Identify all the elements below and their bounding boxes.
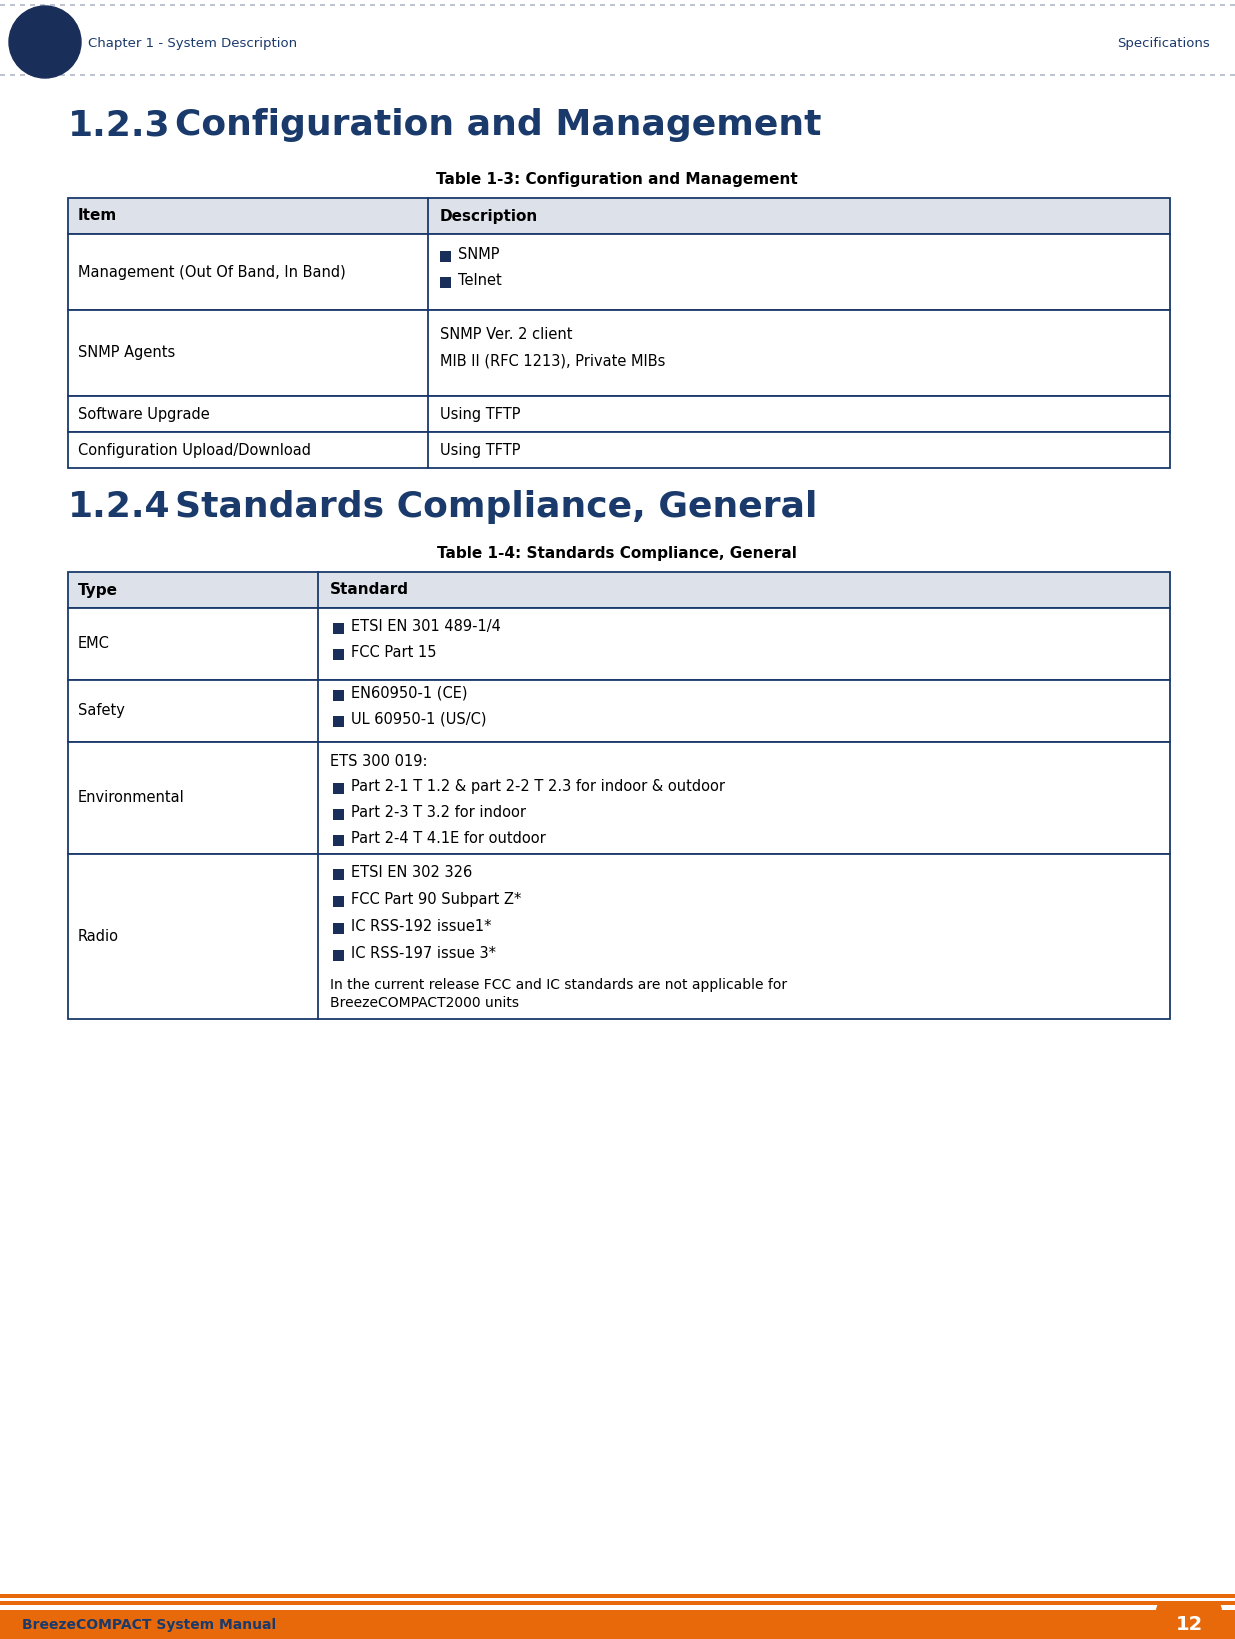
Text: Chapter 1 - System Description: Chapter 1 - System Description (88, 38, 298, 51)
Text: IC RSS-192 issue1*: IC RSS-192 issue1* (351, 919, 492, 934)
Text: ETSI EN 302 326: ETSI EN 302 326 (351, 865, 472, 880)
Bar (333, 623, 345, 634)
Bar (440, 251, 451, 262)
Text: Table 1-3: Configuration and Management: Table 1-3: Configuration and Management (436, 172, 798, 187)
Bar (333, 869, 345, 880)
Text: Using TFTP: Using TFTP (440, 443, 520, 457)
Text: 1.2.3: 1.2.3 (68, 108, 170, 143)
Text: Specifications: Specifications (1118, 38, 1210, 51)
Text: SNMP: SNMP (458, 247, 499, 262)
Bar (333, 690, 345, 701)
Text: Environmental: Environmental (78, 790, 185, 805)
Bar (333, 834, 345, 846)
Bar (333, 810, 345, 820)
Text: ETS 300 019:: ETS 300 019: (330, 754, 427, 769)
Text: UL 60950-1 (US/C): UL 60950-1 (US/C) (351, 711, 487, 728)
Bar (68, 742, 1170, 854)
Text: 12: 12 (1176, 1614, 1203, 1634)
Bar (68, 608, 1170, 680)
Bar (440, 277, 451, 288)
Bar (333, 897, 345, 906)
Text: Part 2-3 T 3.2 for indoor: Part 2-3 T 3.2 for indoor (351, 805, 526, 820)
Text: Part 2-4 T 4.1E for outdoor: Part 2-4 T 4.1E for outdoor (351, 831, 546, 846)
Ellipse shape (9, 7, 82, 79)
Bar (333, 923, 345, 934)
Text: Telnet: Telnet (458, 274, 501, 288)
Bar (68, 310, 1170, 397)
Bar (333, 951, 345, 960)
Bar (68, 433, 1170, 469)
Bar (333, 649, 345, 661)
Bar (0, 1595, 1235, 1598)
Text: Item: Item (78, 208, 117, 223)
Text: MIB II (RFC 1213), Private MIBs: MIB II (RFC 1213), Private MIBs (440, 352, 666, 369)
Text: Type: Type (78, 582, 119, 598)
Text: Software Upgrade: Software Upgrade (78, 406, 210, 421)
Text: 1.2.4: 1.2.4 (68, 490, 170, 524)
Text: Table 1-4: Standards Compliance, General: Table 1-4: Standards Compliance, General (437, 546, 797, 561)
Text: EN60950-1 (CE): EN60950-1 (CE) (351, 687, 468, 701)
Text: ETSI EN 301 489-1/4: ETSI EN 301 489-1/4 (351, 620, 501, 634)
Bar (68, 680, 1170, 742)
Text: Configuration and Management: Configuration and Management (175, 108, 821, 143)
Text: Standard: Standard (330, 582, 409, 598)
Text: BreezeCOMPACT System Manual: BreezeCOMPACT System Manual (22, 1618, 277, 1631)
Text: FCC Part 90 Subpart Z*: FCC Part 90 Subpart Z* (351, 892, 521, 906)
Text: In the current release FCC and IC standards are not applicable for
BreezeCOMPACT: In the current release FCC and IC standa… (330, 978, 787, 1010)
Bar (68, 397, 1170, 433)
Bar (68, 198, 1170, 234)
Text: SNMP Agents: SNMP Agents (78, 346, 175, 361)
Text: EMC: EMC (78, 636, 110, 651)
Bar (68, 854, 1170, 1019)
Bar (68, 572, 1170, 608)
Bar (0, 1609, 1235, 1639)
Bar (0, 1601, 1235, 1605)
Text: Management (Out Of Band, In Band): Management (Out Of Band, In Band) (78, 264, 346, 280)
Text: Description: Description (440, 208, 538, 223)
Text: Safety: Safety (78, 703, 125, 718)
Bar (333, 716, 345, 728)
FancyBboxPatch shape (1156, 1601, 1221, 1639)
Text: FCC Part 15: FCC Part 15 (351, 646, 436, 661)
Text: Part 2-1 T 1.2 & part 2-2 T 2.3 for indoor & outdoor: Part 2-1 T 1.2 & part 2-2 T 2.3 for indo… (351, 779, 725, 793)
Text: IC RSS-197 issue 3*: IC RSS-197 issue 3* (351, 946, 496, 960)
Text: Radio: Radio (78, 929, 119, 944)
Text: Configuration Upload/Download: Configuration Upload/Download (78, 443, 311, 457)
Text: Standards Compliance, General: Standards Compliance, General (175, 490, 818, 524)
Bar (68, 234, 1170, 310)
Text: SNMP Ver. 2 client: SNMP Ver. 2 client (440, 328, 573, 343)
Bar (333, 783, 345, 793)
Text: Using TFTP: Using TFTP (440, 406, 520, 421)
